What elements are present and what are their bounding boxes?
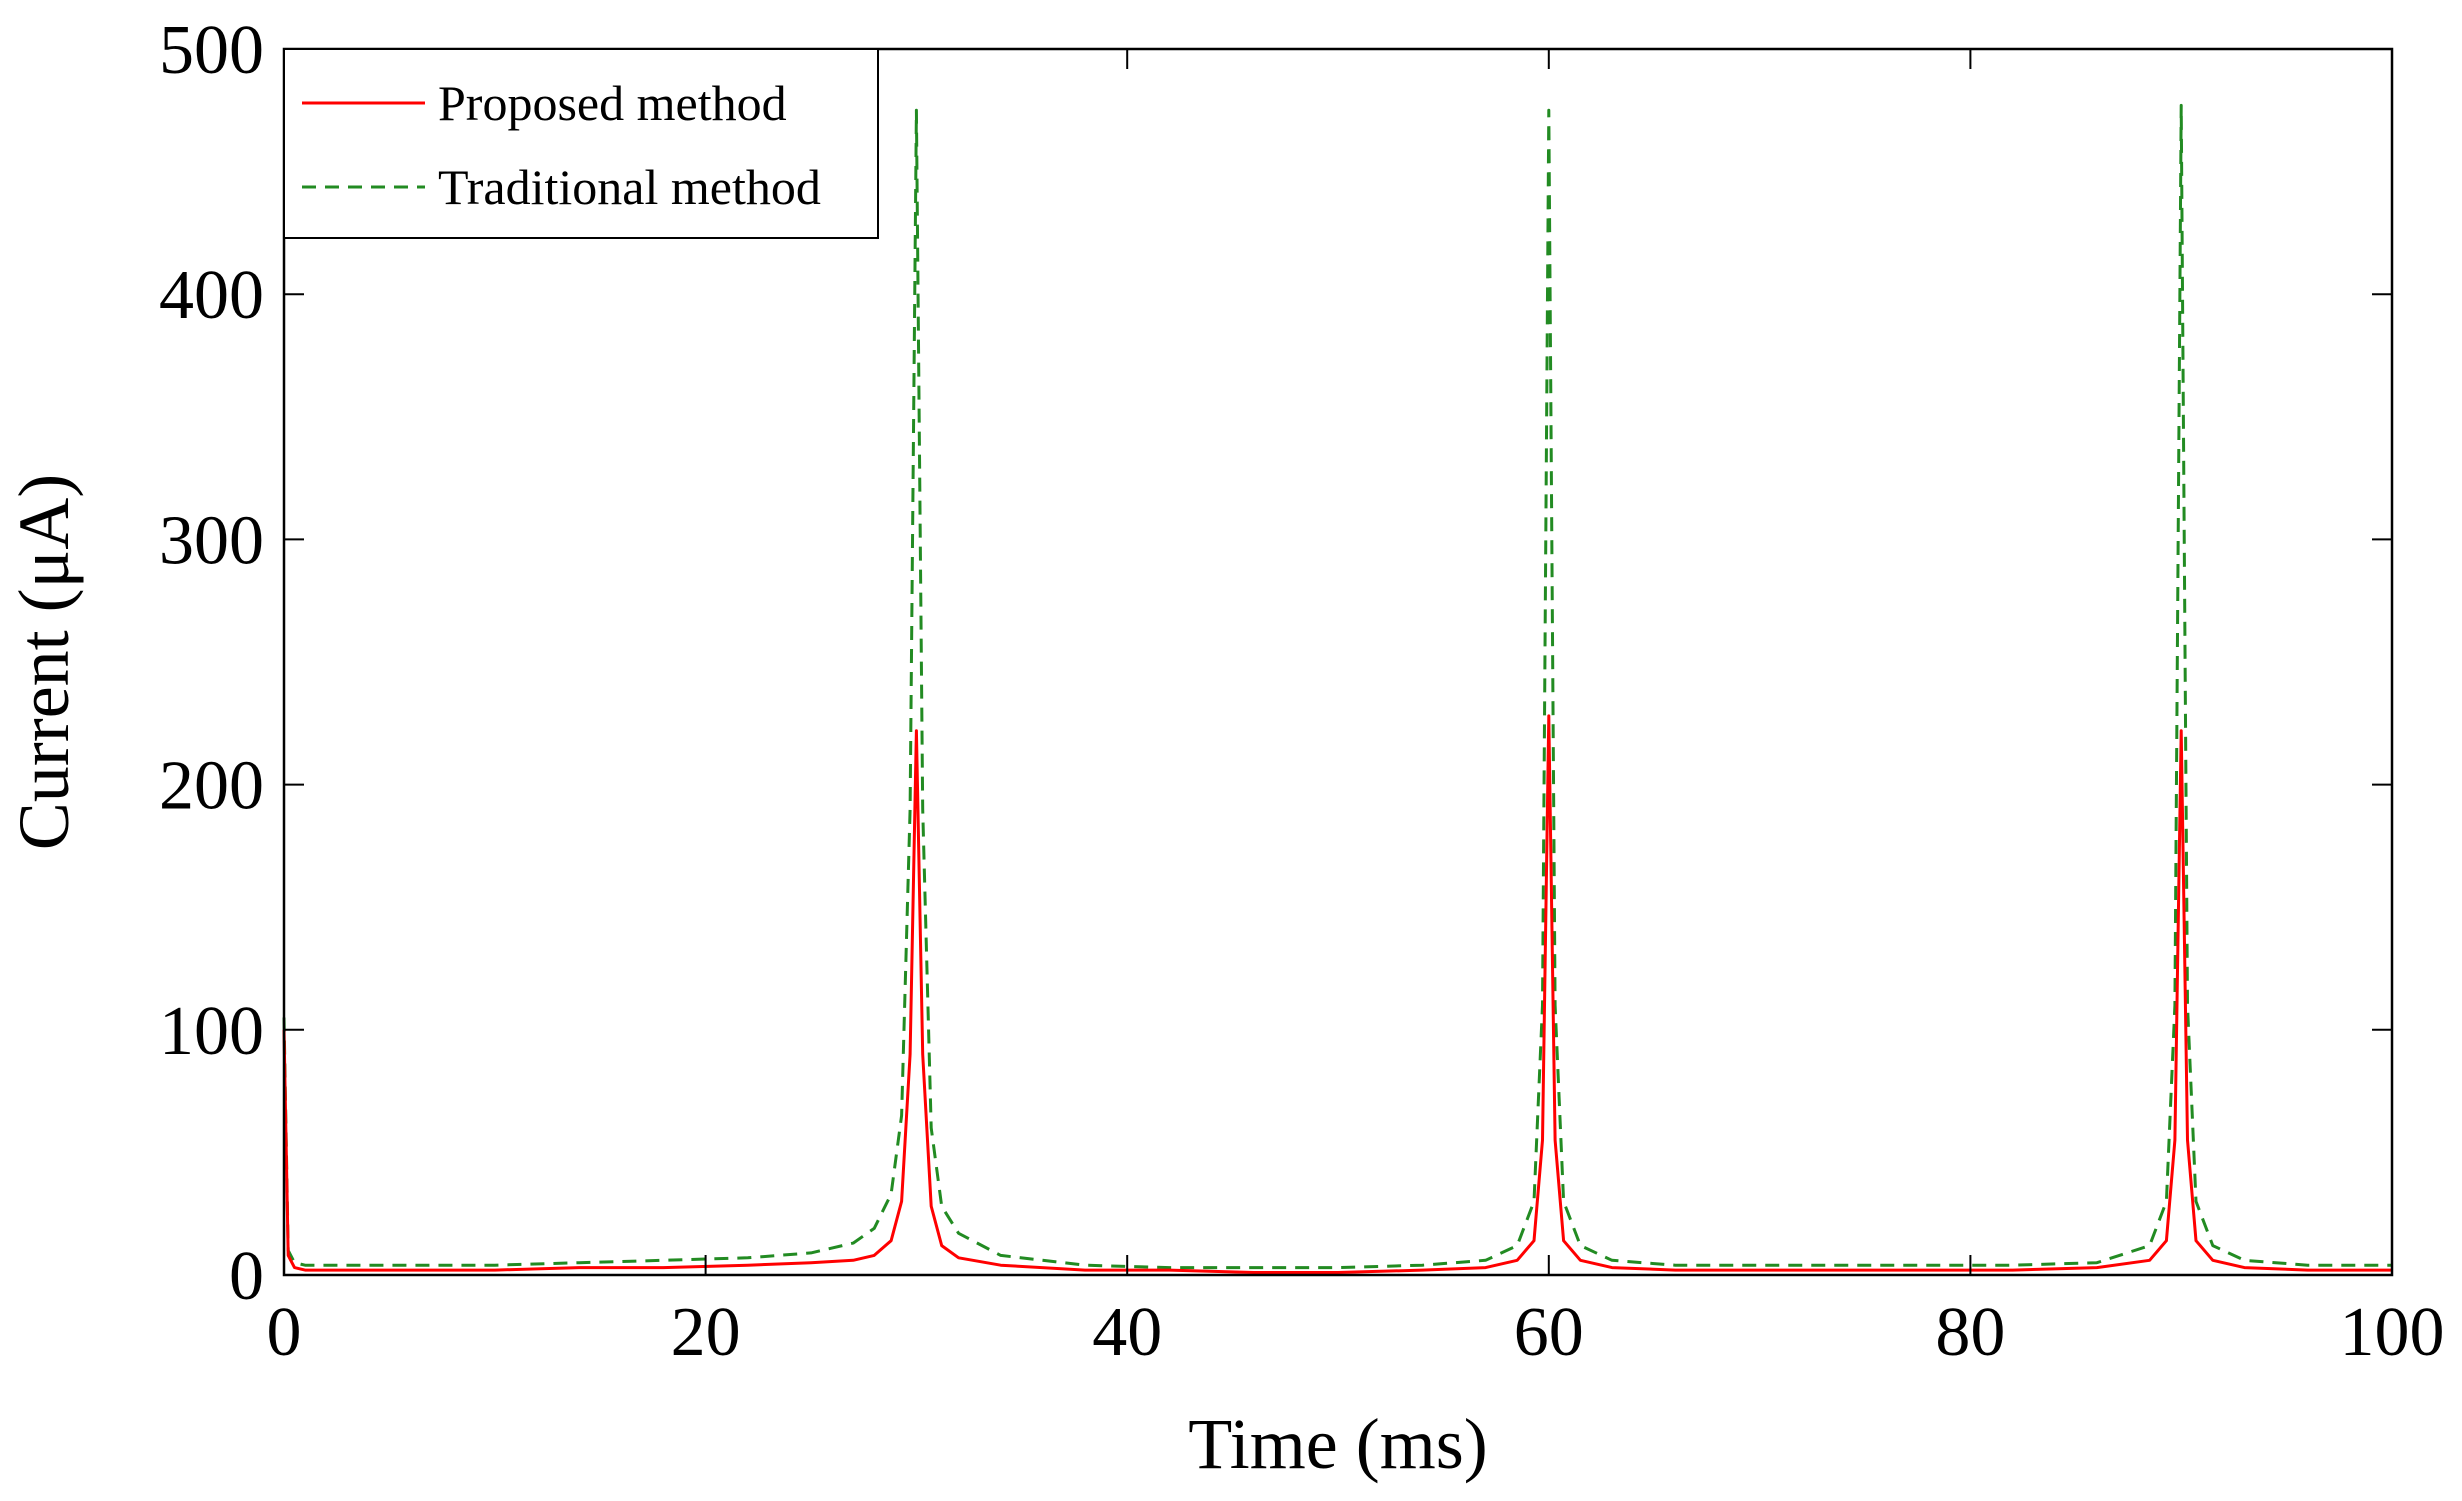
plot-frame — [282, 47, 2394, 1277]
y-tick-label-400: 400 — [159, 257, 264, 334]
x-tick-label-20: 20 — [671, 1294, 741, 1371]
x-tick-label-60: 60 — [1514, 1294, 1584, 1371]
y-axis-title: Current (μA) — [4, 474, 84, 851]
y-tick-label-100: 100 — [159, 993, 264, 1070]
x-tick-label-80: 80 — [1935, 1294, 2005, 1371]
x-axis-title: Time (ms) — [1188, 1404, 1487, 1484]
y-tick-label-300: 300 — [159, 502, 264, 579]
y-tick-label-0: 0 — [229, 1238, 264, 1315]
legend-box — [283, 48, 879, 239]
legend-label-traditional-method: Traditional method — [438, 159, 821, 215]
x-tick-label-0: 0 — [267, 1294, 302, 1371]
ticks-layer: 0 20 40 60 80 100 0 100 200 300 400 500 — [159, 12, 2445, 1371]
x-tick-label-100: 100 — [2340, 1294, 2445, 1371]
y-tick-label-200: 200 — [159, 748, 264, 825]
y-tick-label-500: 500 — [159, 12, 264, 89]
legend: Proposed method Traditional method — [283, 48, 879, 239]
x-tick-label-40: 40 — [1092, 1294, 1162, 1371]
legend-label-proposed-method: Proposed method — [438, 75, 787, 131]
